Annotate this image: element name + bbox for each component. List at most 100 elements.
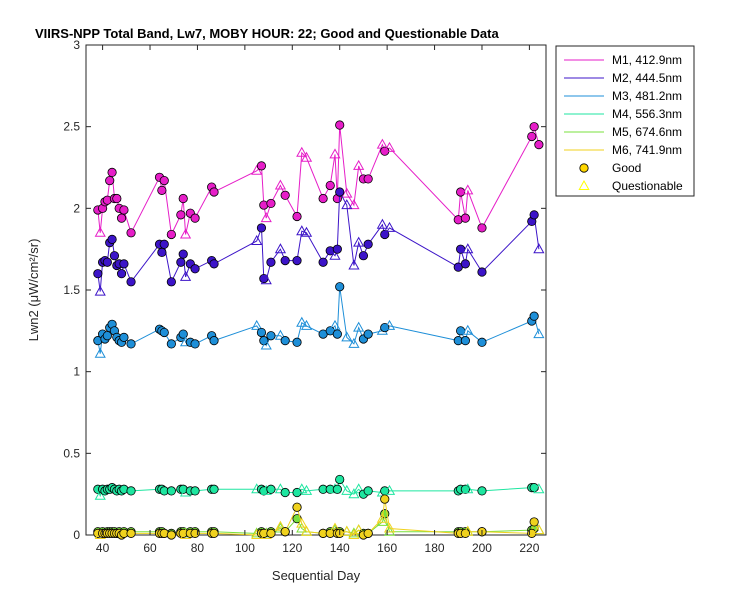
data-point-questionable [296,483,308,494]
legend-label: M1, 412.9nm [612,53,682,67]
data-point-questionable [251,234,263,245]
data-point-questionable [274,243,287,254]
legend-label: Questionable [612,179,683,193]
legend-label: M6, 741.9nm [612,143,682,157]
data-point-good [380,229,390,240]
data-point-good [190,264,200,274]
series-group [93,474,545,500]
x-tick-label: 60 [143,541,157,555]
data-point-good [126,339,136,349]
x-tick-label: 200 [472,541,492,555]
data-point-good [209,259,219,269]
y-tick-label: 1.5 [63,283,80,297]
data-point-good [190,339,200,349]
data-point-questionable [300,525,313,536]
data-point-good [335,282,345,292]
data-point-questionable [274,522,287,533]
data-point-good [107,234,117,244]
data-point-questionable [462,184,474,195]
legend-item: M1, 412.9nm [564,53,682,67]
data-point-good [159,175,169,186]
legend-label: M4, 556.3nm [612,107,682,121]
data-point-good [332,484,342,494]
x-tick-label: 40 [96,541,110,555]
series-group [93,494,545,540]
data-point-questionable [94,489,106,500]
data-point-good [209,336,219,346]
data-point-good [529,210,539,220]
data-point-questionable [329,148,341,159]
data-point-questionable [251,319,263,330]
data-point-questionable [274,483,287,494]
data-point-good [176,210,186,220]
ticks-layer: 40 60 80 100 120 140 160 180 200 220 0 0.5 1 1.5 2 2.5 3 [63,38,546,555]
series-group [93,282,545,358]
data-point-good [256,327,267,338]
x-tick-label: 120 [282,541,302,555]
data-point-questionable [341,199,353,210]
data-point-good [93,269,103,279]
data-point-good [477,337,487,347]
data-point-questionable [348,528,360,539]
data-point-good [363,528,373,538]
legend-item: Questionable [578,179,683,193]
data-point-good [292,255,302,266]
data-point-questionable [353,159,365,170]
legend: M1, 412.9nm M2, 444.5nm M3, 481.2nm M4, 556… [555,45,695,197]
data-point-good [477,486,487,496]
legend-items: M1, 412.9nm M2, 444.5nm M3, 481.2nm M4, 556… [564,53,683,193]
data-point-good [209,528,219,538]
data-point-good [102,331,112,341]
data-point-good [527,131,537,142]
data-point-good [176,257,186,267]
data-point-good [209,484,219,494]
data-point-questionable [462,483,474,494]
data-point-questionable [179,270,192,281]
data-point-good [119,205,129,215]
data-point-good [126,528,136,538]
data-point-questionable [383,319,396,330]
axes-box [85,44,547,536]
data-point-good [335,474,345,485]
data-point-good [126,277,136,287]
data-point-questionable [353,236,365,247]
y-tick-label: 2.5 [63,120,80,134]
data-point-good [266,528,276,538]
data-point-good [159,239,169,249]
data-point-questionable [353,483,365,494]
data-point-good [529,311,539,321]
data-point-good [280,190,290,200]
x-axis-label: Sequential Day [272,568,361,583]
data-point-questionable [300,319,313,330]
data-point-questionable [376,218,388,229]
data-point-good [292,502,302,512]
data-point-questionable [353,524,365,535]
data-point-questionable [94,285,106,296]
data-point-questionable [329,249,341,260]
data-point-good [112,193,122,204]
data-point-good [280,255,290,266]
data-point-good [363,486,373,496]
chart-title: VIIRS-NPP Total Band, Lw7, MOBY HOUR: 22… [35,26,499,41]
data-point-questionable [348,199,360,210]
data-point-good [126,228,136,238]
data-point-questionable [348,337,360,348]
data-point-good [178,329,188,339]
legend-label: Good [612,161,641,175]
data-point-questionable [179,228,192,239]
series-group [93,187,545,296]
data-point-good [280,487,290,498]
data-point-questionable [296,146,308,157]
data-point-questionable [296,316,308,327]
data-point-questionable [462,324,474,335]
legend-item: M6, 741.9nm [564,143,682,157]
data-point-questionable [341,525,353,536]
data-point-good [477,223,487,233]
data-point-questionable [341,187,353,198]
data-point-good [266,331,276,341]
y-tick-label: 0 [73,528,80,542]
data-point-good [335,120,345,130]
data-point-good [280,527,290,537]
data-point-questionable [533,524,545,535]
